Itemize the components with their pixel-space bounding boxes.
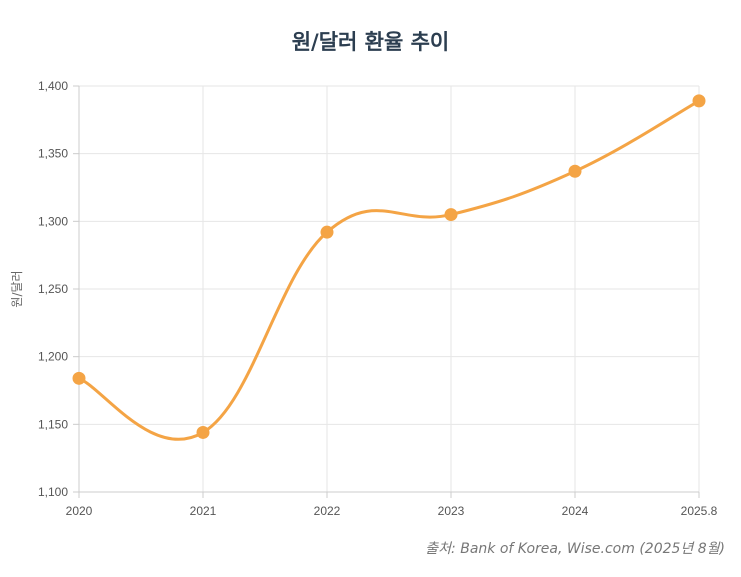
grid-lines — [79, 85, 700, 492]
data-point[interactable] — [196, 425, 210, 439]
data-point[interactable] — [444, 208, 458, 222]
y-tick-label: 1,200 — [38, 350, 68, 364]
chart-title: 원/달러 환율 추이 — [291, 30, 450, 54]
x-tick-label: 2022 — [314, 504, 341, 518]
data-point[interactable] — [568, 164, 582, 178]
series-line — [77, 99, 701, 441]
x-tick-label: 2020 — [66, 504, 93, 518]
x-tick-label: 2023 — [438, 504, 465, 518]
x-tick-label: 2024 — [562, 504, 589, 518]
data-point[interactable] — [320, 225, 334, 239]
series-group — [72, 94, 706, 441]
y-tick-label: 1,350 — [38, 147, 68, 161]
y-tick-label: 1,250 — [38, 282, 68, 296]
x-tick-label: 2021 — [190, 504, 217, 518]
y-tick-label: 1,150 — [38, 417, 68, 431]
y-axis-label: 원/달러 — [10, 270, 24, 307]
y-tick-label: 1,400 — [38, 79, 68, 93]
y-tick-label: 1,300 — [38, 214, 68, 228]
source-note: 출처: Bank of Korea, Wise.com (2025년 8월) — [425, 541, 725, 557]
x-tick-labels: 2020 2021 2022 2023 2024 2025.8 — [66, 504, 718, 518]
x-tick-label: 2025.8 — [681, 504, 718, 518]
y-tick-labels: 1,100 1,150 1,200 1,250 1,300 1,350 1,400 — [38, 79, 68, 499]
data-point[interactable] — [692, 94, 706, 108]
data-point[interactable] — [72, 371, 86, 385]
axes — [73, 85, 700, 498]
y-tick-label: 1,100 — [38, 485, 68, 499]
